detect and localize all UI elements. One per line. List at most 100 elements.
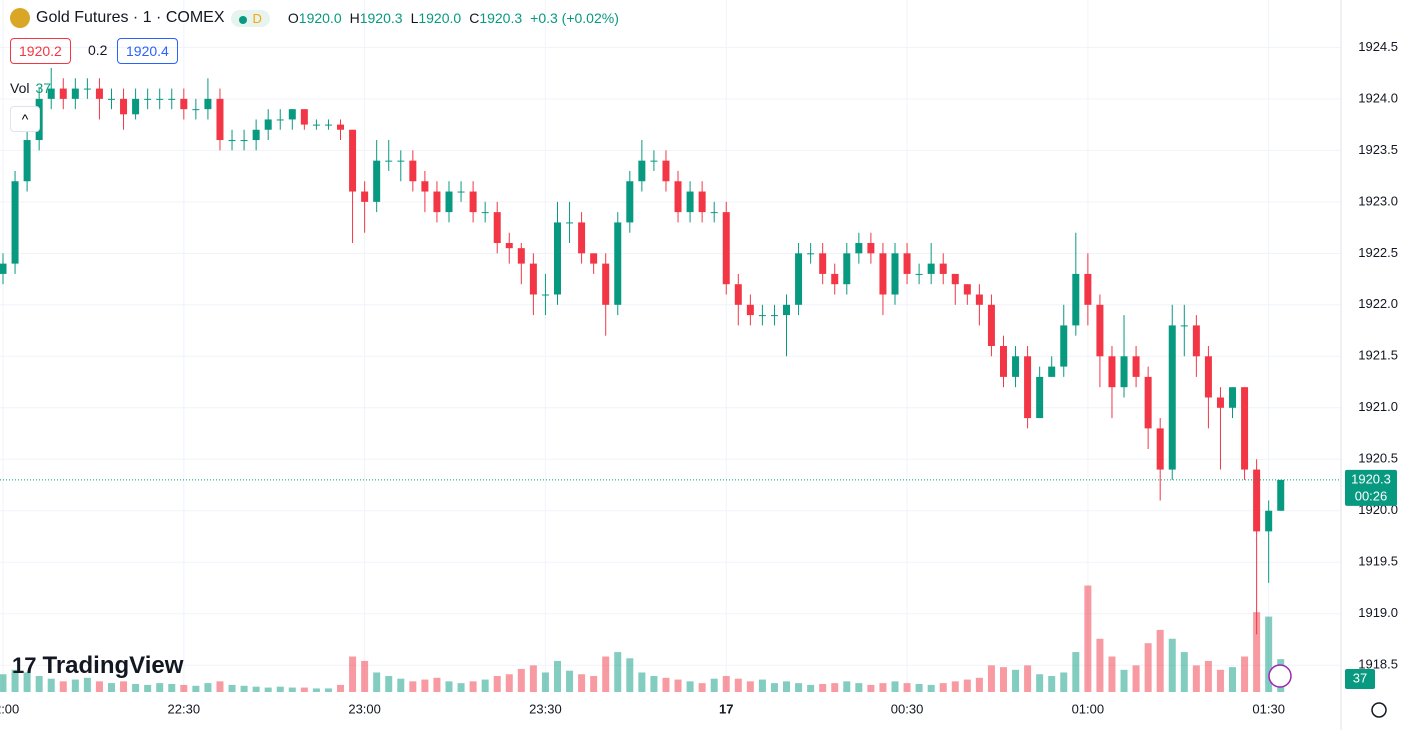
candle-body (975, 294, 983, 305)
candle-body (361, 191, 369, 202)
settings-icon[interactable] (1371, 702, 1387, 718)
bid-price[interactable]: 1920.2 (10, 38, 71, 64)
volume-bar (481, 679, 489, 692)
volume-bar (385, 676, 393, 692)
candle-body (1036, 376, 1044, 419)
candle-body (999, 346, 1007, 377)
volume-bar (83, 677, 91, 692)
candle-body (397, 160, 405, 162)
volume-bar (192, 685, 200, 692)
candle-body (349, 129, 357, 192)
ohlc-value: 1920.0 (418, 10, 462, 26)
candle-body (1048, 366, 1056, 377)
volume-bar (1096, 638, 1104, 692)
candle-body (228, 140, 236, 142)
candle-body (288, 109, 296, 120)
volume-bar (228, 684, 236, 692)
y-tick-label: 1921.5 (1358, 348, 1398, 363)
volume-bar (95, 681, 103, 692)
candle-body (541, 294, 549, 296)
candle-body (493, 212, 501, 244)
candle-body (1144, 376, 1152, 429)
candle-body (517, 248, 525, 264)
last-price-label: 1920.3 (1351, 471, 1391, 486)
candle-body (385, 160, 393, 162)
volume-bar (1253, 612, 1261, 692)
candle-body (264, 119, 272, 130)
candle-body (505, 243, 513, 249)
volume-bar (11, 669, 19, 692)
volume-bar (541, 672, 549, 692)
candle-body (1096, 304, 1104, 357)
candle-body (795, 253, 803, 305)
y-tick-label: 1922.5 (1358, 245, 1398, 260)
x-tick-label: 01:30 (1252, 701, 1285, 716)
candle-body (47, 88, 55, 99)
x-tick-label: 01:00 (1072, 701, 1105, 716)
candle-body (614, 222, 622, 305)
candle-body (553, 222, 561, 295)
ohlc-value: 1920.3 (479, 10, 523, 26)
volume-bar (445, 681, 453, 692)
ask-price[interactable]: 1920.4 (117, 38, 178, 64)
candle-body (132, 98, 140, 115)
candle-body (216, 98, 224, 141)
volume-legend: Vol 37 (10, 80, 51, 96)
volume-bar (1216, 669, 1224, 692)
candle-body (95, 88, 103, 99)
collapse-button[interactable]: ^ (10, 106, 40, 132)
volume-bar (216, 681, 224, 692)
volume-bar (734, 678, 742, 692)
volume-bar (300, 687, 308, 692)
volume-bar (457, 683, 465, 692)
candle-body (1060, 325, 1068, 367)
volume-label: Vol (10, 80, 30, 96)
candle-body (867, 243, 875, 254)
candle-body (0, 263, 7, 274)
candle-body (770, 315, 778, 317)
candle-body (686, 191, 694, 213)
candle-body (951, 273, 959, 285)
volume-bar (746, 681, 754, 692)
candle-body (300, 109, 308, 125)
candle-body (650, 160, 658, 162)
volume-bar (529, 665, 537, 692)
candle-body (578, 222, 586, 254)
volume-bar (397, 678, 405, 692)
volume-bar (650, 676, 658, 692)
volume-bar (517, 668, 525, 692)
candle-body (433, 191, 441, 213)
volume-bar (831, 683, 839, 692)
candle-body (1265, 510, 1273, 532)
candle-body (891, 253, 899, 295)
volume-bar (409, 681, 417, 692)
candle-body (602, 263, 610, 305)
symbol-icon (10, 8, 30, 28)
volume-bar (421, 679, 429, 692)
candle-body (674, 181, 682, 213)
volume-bar (1204, 660, 1212, 692)
candle-body (734, 284, 742, 305)
candle-body (144, 98, 152, 100)
candle-body (915, 273, 923, 275)
y-tick-label: 1920.0 (1358, 502, 1398, 517)
volume-bar (602, 656, 610, 692)
volume-bar (566, 670, 574, 692)
candle-body (758, 315, 766, 317)
volume-bar (855, 683, 863, 692)
candle-body (180, 98, 188, 110)
candle-body (421, 181, 429, 192)
candle-body (457, 191, 465, 193)
ohlc-value: 1920.3 (359, 10, 403, 26)
volume-bar (975, 677, 983, 692)
volume-bar (614, 652, 622, 692)
volume-bar (0, 674, 7, 692)
candle-body (107, 98, 115, 100)
ohlc-key: H (349, 10, 360, 26)
last-price-box (1345, 469, 1397, 506)
volume-bar (626, 658, 634, 692)
symbol-name[interactable]: Gold Futures · 1 · COMEX (36, 9, 225, 26)
candle-body (939, 263, 947, 274)
alert-icon[interactable] (1268, 664, 1292, 688)
ohlc-value: 1920.0 (298, 10, 342, 26)
